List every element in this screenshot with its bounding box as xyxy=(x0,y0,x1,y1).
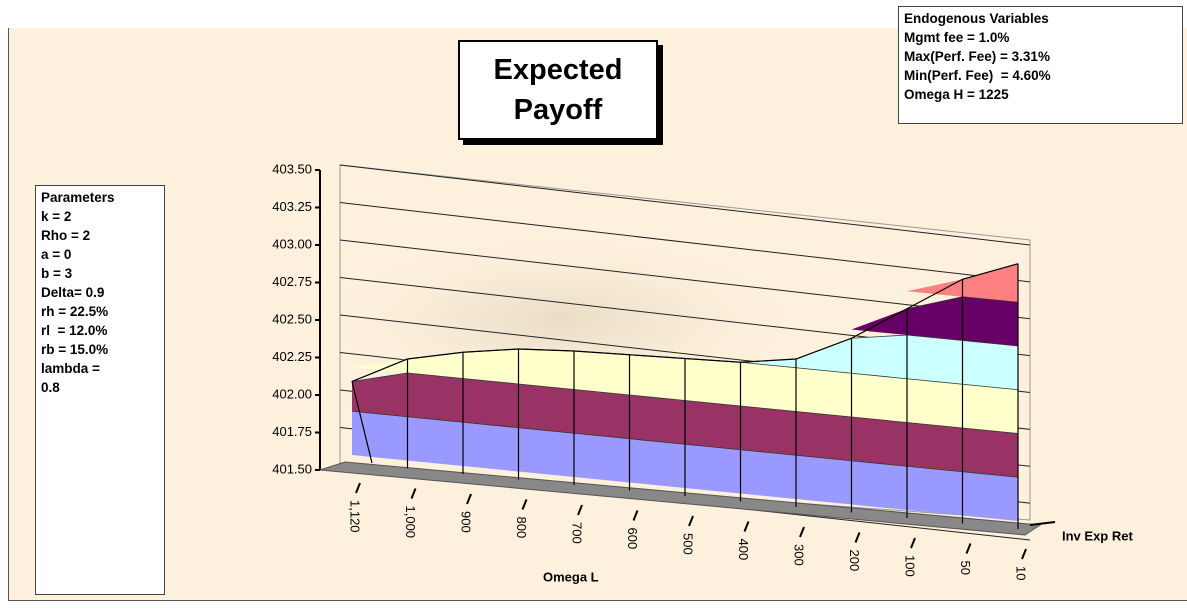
surface-column xyxy=(351,381,373,464)
x-tick-label: 500 xyxy=(681,533,696,555)
endogenous-box: Endogenous Variables Mgmt fee = 1.0% Max(… xyxy=(898,6,1183,124)
grid-line xyxy=(339,239,1031,320)
x-tick xyxy=(799,526,805,538)
box-line: Min(Perf. Fee) = 4.60% xyxy=(904,68,1051,83)
box-line: rh = 22.5% xyxy=(41,304,109,319)
x-tick xyxy=(965,543,972,554)
grid-line xyxy=(339,202,1031,283)
box-line: Delta= 0.9 xyxy=(41,285,105,300)
x-tick-label: 700 xyxy=(570,522,585,544)
x-tick-label: 50 xyxy=(958,561,973,575)
depth-tick xyxy=(1029,521,1056,526)
box-line: a = 0 xyxy=(41,247,72,262)
x-tick-label: 800 xyxy=(514,517,529,539)
depth-axis-label: Inv Exp Ret xyxy=(1062,528,1133,543)
x-tick xyxy=(577,504,583,516)
x-tick xyxy=(854,532,861,543)
x-tick-label: 400 xyxy=(736,539,751,561)
box-line: Max(Perf. Fee) = 3.31% xyxy=(904,49,1050,64)
x-tick xyxy=(688,515,694,527)
chart-title: Expected Payoff xyxy=(458,40,658,140)
y-tick-label: 403.50 xyxy=(272,161,312,176)
x-tick xyxy=(355,482,361,494)
x-tick xyxy=(1021,548,1027,560)
x-tick xyxy=(466,493,472,505)
box-line: rl = 12.0% xyxy=(41,323,108,338)
box-line: Omega H = 1225 xyxy=(904,87,1009,102)
x-tick-label: 300 xyxy=(792,544,807,566)
box-line: Rho = 2 xyxy=(41,228,91,243)
box-line: Mgmt fee = 1.0% xyxy=(904,30,1010,45)
y-tick-label: 401.50 xyxy=(272,461,312,476)
x-tick-label: 1,000 xyxy=(403,506,418,539)
y-tick-label: 402.50 xyxy=(272,311,312,326)
x-tick-label: 200 xyxy=(847,550,862,572)
y-tick-label: 401.75 xyxy=(272,424,312,439)
surface-band xyxy=(352,280,1018,346)
box-line: k = 2 xyxy=(41,209,72,224)
x-tick-label: 1,120 xyxy=(348,500,363,533)
y-tick-label: 402.25 xyxy=(272,349,312,364)
x-tick xyxy=(632,510,639,521)
back-wall xyxy=(339,164,1031,521)
x-tick-label: 600 xyxy=(625,528,640,550)
x-tick xyxy=(910,537,916,549)
floor xyxy=(319,461,1042,536)
y-tick-label: 403.25 xyxy=(272,199,312,214)
box-line: 0.8 xyxy=(41,380,60,395)
x-tick xyxy=(410,488,417,499)
box-line: rb = 15.0% xyxy=(41,342,109,357)
grid-line xyxy=(339,164,1031,246)
parameters-box: Parameters k = 2 Rho = 2 a = 0 b = 3 Delta= … xyxy=(35,185,165,595)
x-tick xyxy=(521,499,528,510)
surface-band xyxy=(352,236,1018,303)
y-tick-label: 402.00 xyxy=(272,386,312,401)
x-tick xyxy=(743,521,750,532)
x-tick-label: 10 xyxy=(1014,566,1029,580)
box-line: lambda = xyxy=(41,361,100,376)
y-tick-label: 403.00 xyxy=(272,236,312,251)
x-axis-label: Omega L xyxy=(543,569,599,584)
y-tick-label: 402.75 xyxy=(272,274,312,289)
x-tick-label: 900 xyxy=(459,511,474,533)
endogenous-title: Endogenous Variables xyxy=(904,11,1049,26)
parameters-title: Parameters xyxy=(41,190,115,205)
box-line: b = 3 xyxy=(41,266,73,281)
x-tick-label: 100 xyxy=(903,555,918,577)
